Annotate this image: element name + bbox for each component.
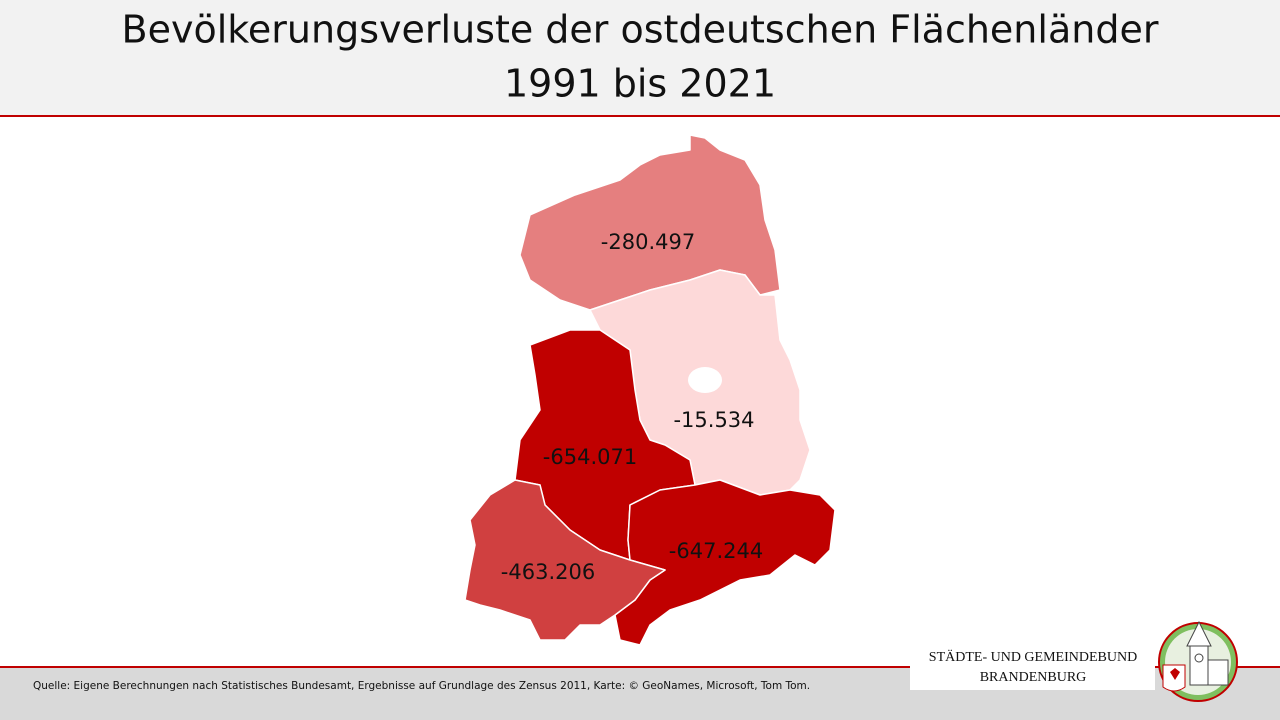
map: -280.497 -15.534 -654.071 -647.244 -463.… bbox=[464, 134, 836, 646]
region-label: -647.244 bbox=[669, 539, 763, 563]
region bbox=[464, 479, 666, 641]
logo-text: STÄDTE- UND GEMEINDEBUND bbox=[929, 648, 1137, 665]
region-label: -280.497 bbox=[601, 230, 695, 254]
region-label: -463.206 bbox=[501, 560, 595, 584]
region-label: -15.534 bbox=[673, 408, 754, 432]
logo-box bbox=[910, 645, 1155, 690]
region-label: -654.071 bbox=[543, 445, 637, 469]
source: Quelle: Eigene Berechnungen nach Statist… bbox=[33, 680, 810, 692]
logo-text: BRANDENBURG bbox=[980, 670, 1087, 685]
header-band bbox=[0, 0, 1280, 115]
title: Bevölkerungsverluste der ostdeutschen Fl… bbox=[122, 8, 1159, 52]
berlin bbox=[688, 367, 722, 393]
title: 1991 bis 2021 bbox=[504, 62, 776, 106]
logo bbox=[1158, 620, 1238, 702]
